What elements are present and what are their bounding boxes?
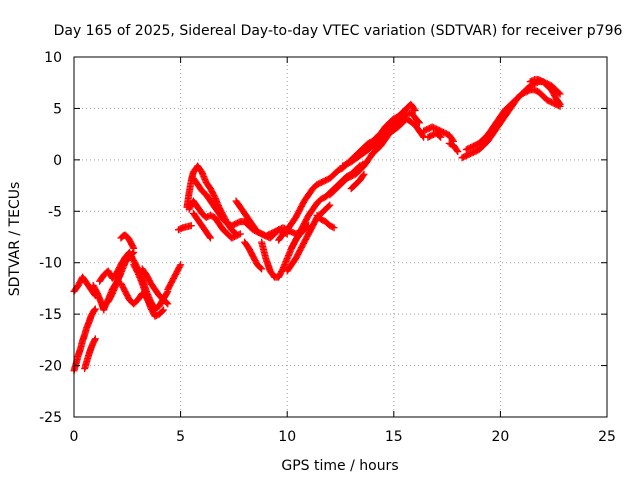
- data-series: [526, 76, 564, 108]
- data-point: [330, 224, 338, 232]
- data-series: [130, 261, 168, 320]
- data-series: [462, 86, 564, 154]
- data-series: [81, 335, 99, 373]
- y-tick-label: -10: [39, 256, 62, 272]
- axes: [73, 56, 608, 418]
- data-series: [138, 265, 172, 308]
- data-series: [117, 231, 138, 252]
- data-series: [347, 170, 368, 193]
- x-tick-label: 15: [385, 429, 403, 445]
- x-tick-label: 10: [278, 429, 296, 445]
- data-point: [235, 231, 243, 239]
- data-series: [420, 123, 457, 145]
- data-point: [555, 99, 563, 107]
- grid: [74, 57, 607, 417]
- data-point: [130, 244, 138, 252]
- data-point: [187, 222, 195, 230]
- data-point: [91, 305, 99, 313]
- x-tick-label: 5: [176, 429, 185, 445]
- data-series: [189, 209, 214, 242]
- data-point: [556, 90, 564, 98]
- data-point: [129, 243, 137, 251]
- data-point: [177, 261, 185, 269]
- data-point: [206, 234, 214, 242]
- data-point: [326, 201, 334, 209]
- y-tick-label: -20: [39, 359, 62, 375]
- y-tick-label: 0: [53, 153, 62, 169]
- data-point: [163, 289, 171, 297]
- x-axis-label: GPS time / hours: [281, 458, 398, 474]
- data-point: [436, 132, 444, 140]
- data-point: [91, 335, 99, 343]
- data-point: [556, 100, 564, 108]
- data-point: [329, 223, 337, 231]
- data-point: [454, 148, 462, 156]
- y-tick-label: -25: [39, 410, 62, 426]
- data-point: [129, 249, 137, 257]
- plot-frame: [73, 56, 608, 418]
- data-point: [410, 105, 418, 113]
- data-series: [313, 211, 338, 232]
- data-point: [206, 233, 214, 241]
- data-points: [70, 76, 564, 375]
- data-point: [91, 336, 99, 344]
- x-tick-label: 20: [491, 429, 509, 445]
- y-tick-label: 5: [53, 101, 62, 117]
- data-series: [185, 197, 244, 242]
- data-point: [411, 106, 419, 114]
- y-tick-label: -15: [39, 307, 62, 323]
- data-point: [160, 306, 168, 314]
- data-series: [424, 129, 445, 141]
- data-series: [339, 109, 423, 170]
- data-point: [236, 230, 244, 238]
- data-series: [70, 305, 99, 375]
- chart-title: Day 165 of 2025, Sidereal Day-to-day VTE…: [54, 23, 623, 39]
- data-series: [174, 222, 195, 234]
- data-series: [89, 281, 108, 314]
- data-point: [258, 265, 266, 273]
- data-series: [445, 139, 462, 156]
- data-point: [91, 306, 99, 314]
- data-point: [419, 132, 427, 140]
- y-axis-label: SDTVAR / TECUs: [7, 182, 23, 297]
- y-tick-label: -5: [48, 204, 62, 220]
- data-series: [326, 115, 419, 199]
- data-point: [555, 89, 563, 97]
- data-series: [241, 238, 266, 273]
- data-point: [257, 264, 265, 272]
- data-point: [163, 299, 171, 307]
- data-point: [164, 300, 172, 308]
- data-point: [176, 262, 184, 270]
- data-point: [414, 118, 422, 126]
- x-tick-label: 0: [70, 429, 79, 445]
- data-point: [325, 202, 333, 210]
- data-point: [415, 119, 423, 127]
- data-series: [283, 201, 334, 275]
- x-tick-label: 25: [598, 429, 616, 445]
- data-point: [360, 170, 368, 178]
- data-series: [164, 261, 185, 293]
- data-point: [437, 133, 445, 141]
- ticks: 0 5 10 15 20 25 10 5 0 -5 -10 -15 -20 -25: [39, 50, 616, 445]
- data-point: [158, 307, 166, 315]
- data-point: [359, 171, 367, 179]
- data-point: [453, 146, 461, 154]
- y-tick-label: 10: [44, 50, 62, 66]
